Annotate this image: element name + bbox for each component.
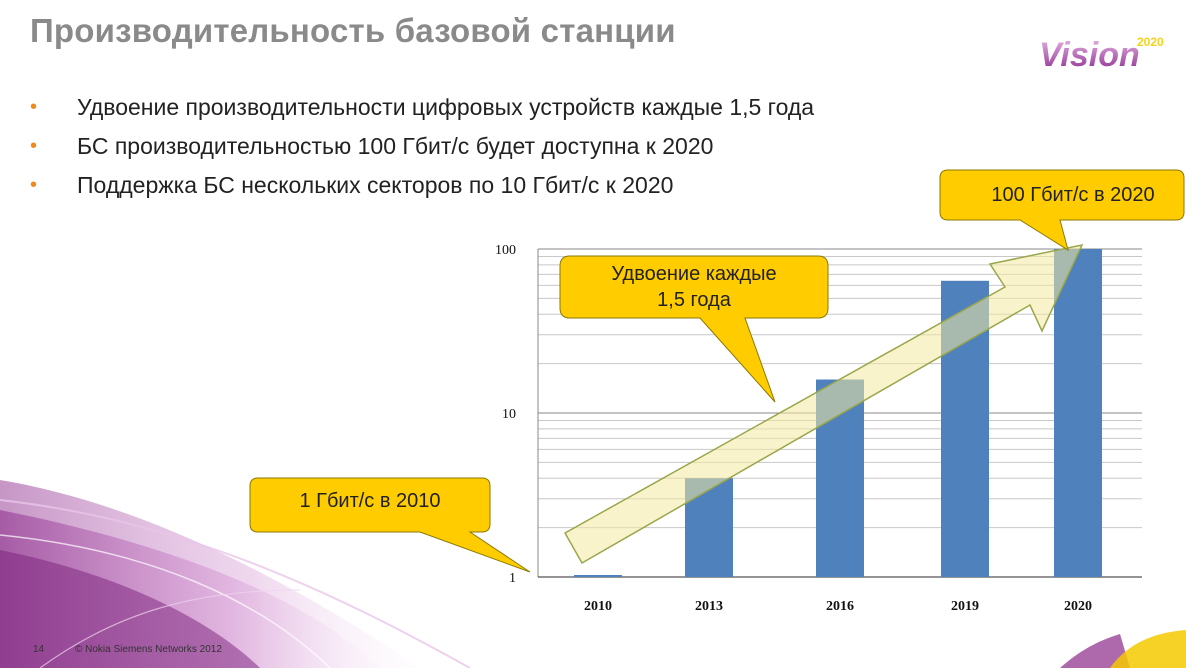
x-tick-label: 2019: [951, 599, 979, 614]
corner-swoosh: [1060, 630, 1186, 668]
x-tick-label: 2020: [1064, 599, 1092, 614]
trend-arrow-icon: [563, 243, 1084, 565]
bullet-text: Удвоение производительности цифровых уст…: [77, 94, 815, 120]
logo-year: 2020: [1137, 35, 1164, 49]
bullet-dot-icon: •: [30, 174, 38, 196]
callout-middle-line1: Удвоение каждые: [611, 263, 777, 285]
callout-middle-text: Удвоение каждые 1,5 года: [560, 261, 828, 313]
page-number: 14: [33, 644, 45, 655]
bullet-list: • Удвоение производительности цифровых ус…: [30, 88, 814, 205]
x-tick-label: 2010: [584, 599, 612, 614]
x-tick-label: 2016: [826, 599, 854, 614]
callout-middle-line2: 1,5 года: [657, 289, 731, 311]
bullet-item: • БС производительностью 100 Гбит/с будет…: [30, 127, 814, 166]
bullet-text: БС производительностью 100 Гбит/с будет …: [77, 133, 714, 159]
bullet-item: • Поддержка БС нескольких секторов по 10 …: [30, 166, 814, 205]
y-tick-label: 100: [495, 243, 516, 258]
decorative-swoosh: [0, 480, 471, 668]
vision-2020-logo: Vision 2020: [1039, 35, 1164, 74]
callout-start-shape: [249, 477, 531, 573]
callout-end-shape: [939, 169, 1185, 252]
chart-x-ticks: 2010 2013 2016 2019 2020: [584, 599, 1092, 614]
bullet-dot-icon: •: [30, 96, 38, 118]
x-tick-label: 2013: [695, 599, 723, 614]
bullet-text: Поддержка БС нескольких секторов по 10 Г…: [77, 172, 674, 198]
bullet-dot-icon: •: [30, 135, 38, 157]
slide-title: Производительность базовой станции: [30, 12, 676, 49]
y-tick-label: 1: [509, 571, 516, 586]
callout-start-text: 1 Гбит/с в 2010: [299, 490, 441, 512]
y-tick-label: 10: [502, 407, 516, 422]
bar-2020: [1054, 249, 1102, 577]
callout-middle-shape: [559, 255, 829, 403]
logo-text: Vision: [1039, 36, 1140, 74]
bullet-item: • Удвоение производительности цифровых ус…: [30, 88, 814, 127]
bar-2010: [574, 575, 622, 577]
chart-y-ticks: 1 10 100: [495, 243, 516, 586]
copyright: © Nokia Siemens Networks 2012: [75, 644, 222, 655]
callout-end-text: 100 Гбит/с в 2020: [991, 184, 1155, 206]
